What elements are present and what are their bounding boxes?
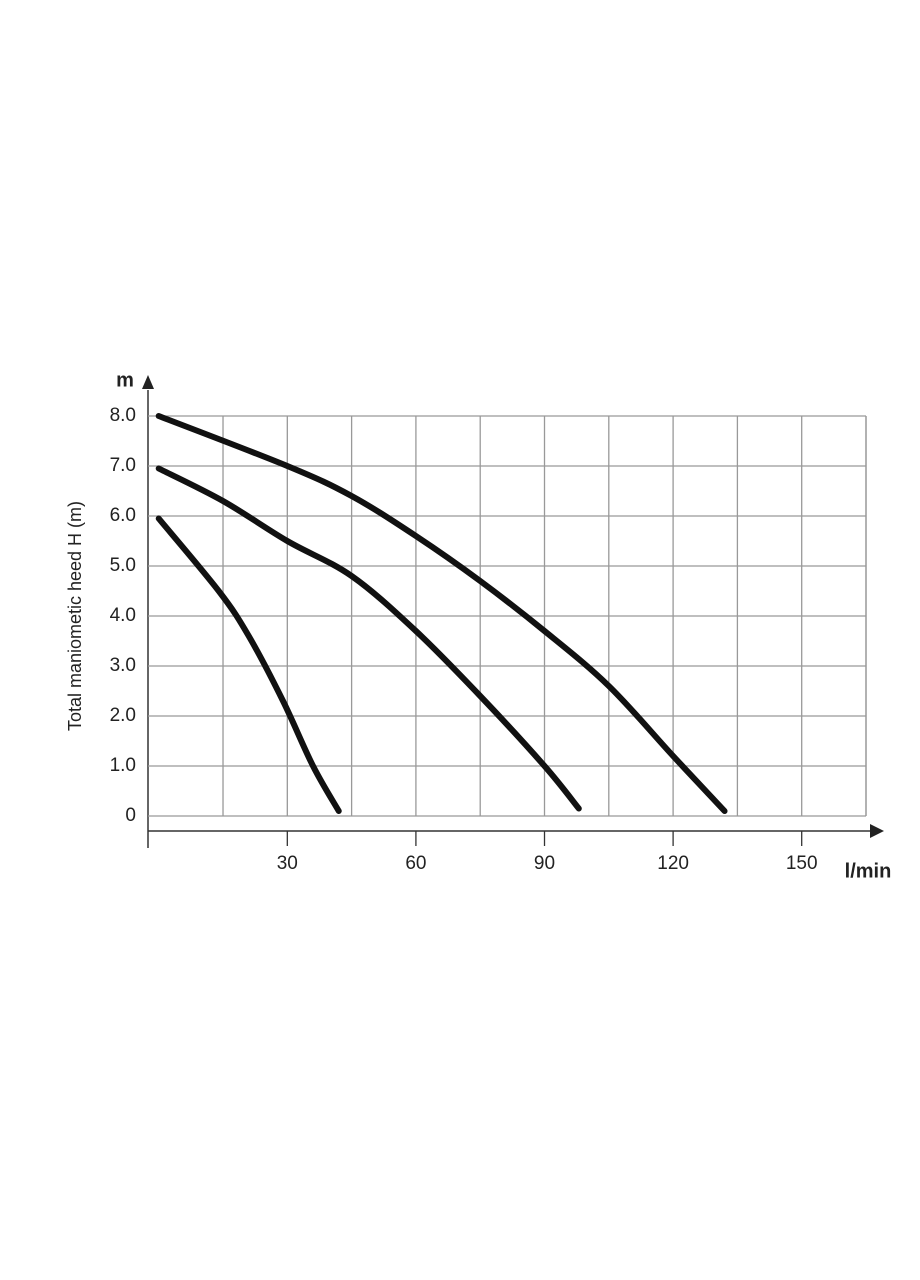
x-tick-label: 120 (657, 853, 689, 874)
y-tick-label: 7.0 (110, 455, 136, 476)
x-tick-label: 150 (786, 853, 818, 874)
curve (155, 413, 728, 814)
y-tick-label: 8.0 (110, 405, 136, 426)
y-unit: m (116, 369, 134, 391)
y-arrow (142, 375, 154, 389)
y-tick-label: 0 (125, 805, 136, 826)
y-tick-label: 2.0 (110, 705, 136, 726)
y-tick-label: 3.0 (110, 655, 136, 676)
curve (155, 465, 582, 812)
grid (148, 415, 867, 817)
y-tick-label: 1.0 (110, 755, 136, 776)
x-tick-label: 90 (534, 853, 555, 874)
y-tick-label: 6.0 (110, 505, 136, 526)
marks (155, 413, 728, 814)
x-tick-label: 60 (405, 853, 426, 874)
y-tick-label: 5.0 (110, 555, 136, 576)
y-title: Total maniometic heed H (m) (65, 501, 85, 731)
x-unit: l/min (845, 860, 892, 882)
x-tick-label: 30 (277, 853, 298, 874)
x-arrow (870, 824, 884, 838)
y-tick-label: 4.0 (110, 605, 136, 626)
curve (155, 515, 342, 814)
